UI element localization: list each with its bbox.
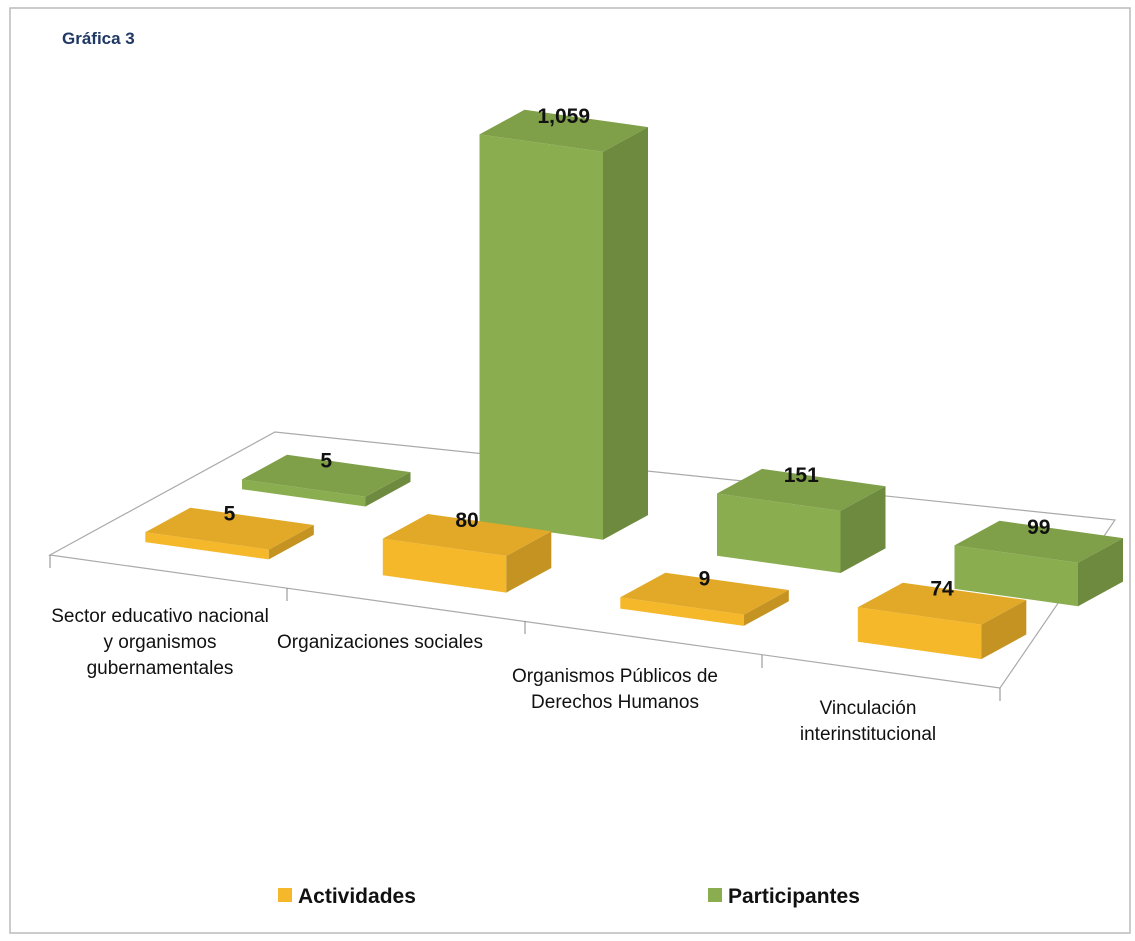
bar-side xyxy=(1078,538,1123,607)
bar xyxy=(242,454,411,507)
bar-top xyxy=(620,572,789,615)
value-label: 9 xyxy=(699,568,711,591)
bar-side xyxy=(506,531,552,593)
bar xyxy=(717,468,886,573)
bars xyxy=(145,109,1123,660)
value-label: 99 xyxy=(1027,516,1050,539)
bar xyxy=(145,507,314,560)
legend: Actividades Participantes xyxy=(278,885,860,908)
bar-side xyxy=(365,472,411,507)
x-tick-label: Organizaciones sociales xyxy=(277,632,483,653)
x-tick-label: Organismos Públicos de Derechos Humanos xyxy=(512,666,718,713)
bar-top xyxy=(717,468,886,511)
bar xyxy=(382,514,552,593)
legend-swatch xyxy=(278,888,292,902)
bar xyxy=(479,109,648,540)
value-label: 80 xyxy=(455,509,478,532)
bar xyxy=(857,582,1027,660)
bar-top xyxy=(857,582,1027,625)
bar-top xyxy=(954,520,1123,563)
bar-side xyxy=(268,525,314,560)
x-tick-label: Vinculación interinstitucional xyxy=(799,698,937,745)
bar-top xyxy=(479,109,648,152)
bar-front xyxy=(382,538,507,593)
bar-side xyxy=(603,127,648,540)
bar-front xyxy=(145,532,269,560)
value-label: 5 xyxy=(320,450,332,473)
legend-label: Participantes xyxy=(728,885,860,908)
value-label: 1,059 xyxy=(537,105,590,128)
bar xyxy=(954,520,1123,607)
bar-top xyxy=(145,507,314,550)
chart-frame xyxy=(9,7,1131,934)
value-label: 74 xyxy=(930,578,954,601)
bar-side xyxy=(840,486,886,573)
value-label: 5 xyxy=(224,503,236,526)
bar-front xyxy=(479,134,603,540)
floor-ticks xyxy=(49,555,1001,701)
bar-top xyxy=(382,514,552,556)
bar xyxy=(620,572,789,626)
bar-front xyxy=(242,479,366,507)
bar-front xyxy=(857,607,982,660)
floor xyxy=(48,431,1117,689)
legend-label: Actividades xyxy=(298,885,416,908)
bar-front xyxy=(717,493,841,573)
value-labels: 5 1,059 151 99 5 80 9 74 xyxy=(224,105,1051,601)
bar-front xyxy=(620,597,744,626)
value-label: 151 xyxy=(784,464,819,487)
bar-front xyxy=(954,545,1078,607)
legend-swatch xyxy=(708,888,722,902)
bar-top xyxy=(242,454,411,497)
x-tick-label: Sector educativo nacional y organismos g… xyxy=(51,606,269,679)
bar-side xyxy=(981,600,1027,660)
chart-title: Gráfica 3 xyxy=(62,29,135,48)
bar-side xyxy=(743,590,789,626)
